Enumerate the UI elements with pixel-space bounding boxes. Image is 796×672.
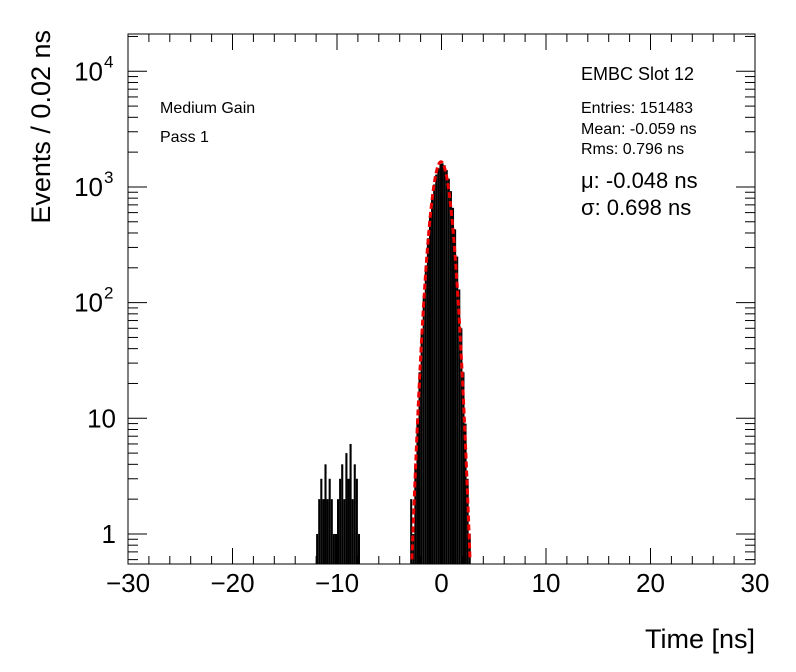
- histogram-bar: [316, 533, 319, 564]
- histogram-bar: [345, 453, 348, 564]
- x-tick-label: −20: [210, 568, 254, 598]
- histogram-bar: [424, 265, 427, 564]
- mu-label: μ: -0.048 ns: [581, 168, 698, 193]
- histogram-bar: [464, 423, 467, 564]
- histogram-bar: [355, 478, 358, 564]
- x-tick-label: 20: [636, 568, 665, 598]
- gaussian-fit-curve: [410, 160, 472, 560]
- x-tick-label: −10: [315, 568, 359, 598]
- x-tick-label: 10: [532, 568, 561, 598]
- histogram-bar: [353, 464, 356, 564]
- slot-label: EMBC Slot 12: [581, 64, 694, 84]
- histogram-bar: [431, 198, 434, 564]
- histogram-bar: [339, 478, 342, 564]
- histogram-bar: [351, 499, 354, 564]
- histogram-bar: [447, 178, 450, 564]
- histogram-bar: [454, 229, 457, 564]
- pass-label: Pass 1: [160, 129, 209, 146]
- y-tick-exponent: 3: [104, 168, 113, 187]
- histogram-bar: [330, 499, 333, 564]
- histogram-bar: [443, 165, 446, 564]
- histogram-bar: [349, 443, 352, 564]
- sigma-label: σ: 0.698 ns: [581, 195, 691, 220]
- x-tick-label: −30: [106, 568, 150, 598]
- mean-label: Mean: -0.059 ns: [581, 121, 697, 138]
- histogram-bar: [418, 372, 421, 564]
- y-tick-label: 10: [87, 403, 116, 433]
- entries-label: Entries: 151483: [581, 100, 693, 117]
- histogram-bar: [320, 478, 323, 564]
- histogram-bar: [341, 464, 344, 564]
- histogram-bar: [441, 163, 444, 564]
- gain-label: Medium Gain: [160, 100, 255, 117]
- histogram-bar: [456, 256, 459, 564]
- x-axis-label: Time [ns]: [645, 624, 755, 654]
- rms-label: Rms: 0.796 ns: [581, 141, 684, 158]
- histogram-bar: [420, 332, 423, 564]
- y-axis-label: Events / 0.02 ns: [26, 30, 56, 224]
- histogram-bar: [468, 533, 471, 564]
- histogram-bar: [439, 163, 442, 564]
- histogram-bar: [414, 464, 417, 564]
- histogram-bar: [334, 533, 337, 564]
- histogram-bar: [458, 289, 461, 564]
- histogram-bar: [337, 499, 340, 564]
- x-axis-ticks: −30 −20 −10 0 10 20 30: [106, 34, 770, 598]
- histogram-bar: [426, 238, 429, 564]
- histogram-bar: [347, 478, 350, 564]
- y-tick-label: 10: [74, 56, 103, 86]
- y-tick-label: 10: [74, 288, 103, 318]
- histogram-bar: [460, 328, 463, 564]
- histogram-bar: [428, 216, 432, 564]
- histogram-bar: [462, 372, 465, 564]
- y-tick-label: 1: [102, 519, 116, 549]
- histogram-bar: [343, 499, 346, 564]
- histogram-layer: [316, 163, 471, 565]
- y-tick-exponent: 4: [104, 52, 113, 71]
- histogram-bar: [451, 207, 455, 564]
- x-tick-label: 0: [434, 568, 448, 598]
- y-tick-label: 10: [74, 172, 103, 202]
- histogram-bar: [445, 170, 448, 565]
- histogram-bar: [357, 533, 360, 564]
- histogram-bar: [437, 168, 440, 564]
- y-tick-exponent: 2: [104, 284, 113, 303]
- histogram-bar: [433, 184, 436, 565]
- histogram-bar: [449, 191, 452, 564]
- x-tick-label: 30: [741, 568, 770, 598]
- histogram-bar: [422, 297, 425, 564]
- histogram-bar: [332, 533, 335, 564]
- histogram-bar: [328, 478, 331, 564]
- histogram-bar: [326, 499, 329, 564]
- fit-curve-layer: [410, 160, 472, 560]
- histogram-bar: [416, 418, 419, 564]
- histogram-bar: [322, 499, 325, 564]
- histogram-bar: [410, 499, 413, 564]
- histogram-bar: [318, 499, 321, 564]
- histogram-bar: [435, 174, 438, 565]
- histogram-bar: [324, 464, 327, 564]
